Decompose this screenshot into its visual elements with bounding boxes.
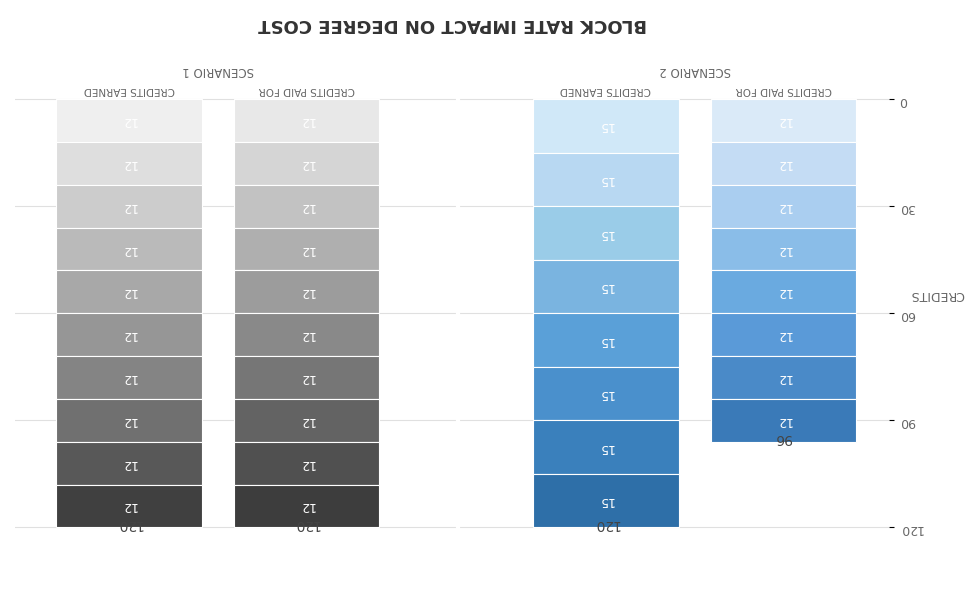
Text: 12: 12 bbox=[121, 457, 137, 469]
Bar bbox=[234, 142, 378, 185]
Bar bbox=[56, 399, 201, 442]
Bar bbox=[532, 420, 678, 474]
Text: 12: 12 bbox=[775, 371, 790, 384]
Bar bbox=[234, 442, 378, 484]
Text: CREDITS PAID FOR: CREDITS PAID FOR bbox=[258, 85, 354, 95]
Text: 12: 12 bbox=[298, 200, 314, 213]
Bar bbox=[234, 185, 378, 228]
Bar bbox=[710, 270, 856, 313]
Bar bbox=[532, 313, 678, 367]
Bar bbox=[234, 399, 378, 442]
Text: CREDITS PAID FOR: CREDITS PAID FOR bbox=[734, 85, 830, 95]
Text: 15: 15 bbox=[598, 227, 613, 240]
Text: 15: 15 bbox=[598, 494, 613, 507]
Text: 12: 12 bbox=[298, 243, 314, 255]
Text: 12: 12 bbox=[121, 200, 137, 213]
Bar bbox=[56, 228, 201, 270]
Text: 12: 12 bbox=[298, 499, 314, 513]
Bar bbox=[710, 228, 856, 270]
Text: 15: 15 bbox=[598, 334, 613, 347]
Text: 12: 12 bbox=[298, 328, 314, 341]
Bar bbox=[710, 356, 856, 399]
Bar bbox=[56, 99, 201, 142]
Bar bbox=[234, 356, 378, 399]
Text: 15: 15 bbox=[598, 120, 613, 132]
Bar bbox=[56, 484, 201, 528]
Bar bbox=[532, 260, 678, 313]
Text: 15: 15 bbox=[598, 280, 613, 293]
Bar bbox=[234, 313, 378, 356]
Bar bbox=[710, 99, 856, 142]
Bar bbox=[710, 185, 856, 228]
Text: 12: 12 bbox=[121, 499, 137, 513]
Bar bbox=[56, 185, 201, 228]
Text: 12: 12 bbox=[121, 371, 137, 384]
Text: 12: 12 bbox=[298, 457, 314, 469]
Text: 12: 12 bbox=[298, 371, 314, 384]
Text: 12: 12 bbox=[121, 243, 137, 255]
Text: 12: 12 bbox=[775, 114, 790, 127]
Text: 12: 12 bbox=[121, 157, 137, 170]
Bar bbox=[710, 399, 856, 442]
Text: 12: 12 bbox=[775, 243, 790, 255]
Text: 12: 12 bbox=[775, 328, 790, 341]
Bar bbox=[532, 99, 678, 153]
Bar bbox=[532, 367, 678, 420]
Text: 120: 120 bbox=[592, 517, 618, 531]
Bar bbox=[56, 270, 201, 313]
Bar bbox=[234, 270, 378, 313]
Text: 12: 12 bbox=[121, 114, 137, 127]
Text: 12: 12 bbox=[775, 414, 790, 427]
Text: 12: 12 bbox=[775, 157, 790, 170]
Text: 12: 12 bbox=[298, 157, 314, 170]
Text: 12: 12 bbox=[298, 285, 314, 298]
Text: 96: 96 bbox=[774, 432, 791, 445]
Text: 12: 12 bbox=[775, 200, 790, 213]
Text: 12: 12 bbox=[121, 414, 137, 427]
Text: 12: 12 bbox=[121, 328, 137, 341]
Text: 15: 15 bbox=[598, 441, 613, 454]
Text: 15: 15 bbox=[598, 173, 613, 186]
Bar bbox=[710, 313, 856, 356]
Text: 120: 120 bbox=[293, 517, 320, 531]
Text: CREDITS EARNED: CREDITS EARNED bbox=[83, 85, 174, 95]
Text: 12: 12 bbox=[298, 414, 314, 427]
Text: 120: 120 bbox=[115, 517, 142, 531]
Text: 12: 12 bbox=[121, 285, 137, 298]
Text: CREDITS EARNED: CREDITS EARNED bbox=[559, 85, 650, 95]
Bar bbox=[234, 99, 378, 142]
Bar bbox=[56, 313, 201, 356]
Bar bbox=[56, 142, 201, 185]
Text: 12: 12 bbox=[298, 114, 314, 127]
Bar bbox=[56, 442, 201, 484]
Bar bbox=[56, 356, 201, 399]
Bar bbox=[532, 206, 678, 260]
Text: SCENARIO 1: SCENARIO 1 bbox=[182, 64, 253, 76]
Bar bbox=[532, 153, 678, 206]
Bar bbox=[710, 142, 856, 185]
Text: SCENARIO 2: SCENARIO 2 bbox=[658, 64, 730, 76]
Bar bbox=[532, 474, 678, 528]
Text: 12: 12 bbox=[775, 285, 790, 298]
Text: 15: 15 bbox=[598, 387, 613, 400]
Bar bbox=[234, 484, 378, 528]
Bar bbox=[234, 228, 378, 270]
Title: BLOCK RATE IMPACT ON DEGREE COST: BLOCK RATE IMPACT ON DEGREE COST bbox=[257, 15, 646, 33]
Y-axis label: CREDITS: CREDITS bbox=[909, 288, 963, 301]
